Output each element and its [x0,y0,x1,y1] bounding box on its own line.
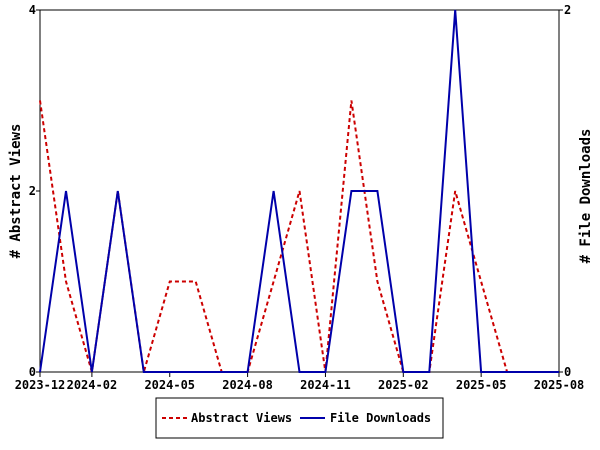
y-axis-right-title: # File Downloads [578,129,594,264]
series-line-file-downloads [39,9,559,373]
legend: Abstract Views File Downloads [155,397,444,439]
legend-label-abstract-views: Abstract Views [191,411,292,425]
x-axis: 2023-12 2024-02 2024-05 2024-08 2024-11 2025-… [15,372,585,392]
y-axis-left: 0 2 4 [29,3,40,379]
y-right-tick-label: 2 [564,3,571,17]
x-tick-label: 2025-02 [378,378,429,392]
legend-box [155,397,444,439]
y-axis-left-title: # Abstract Views [8,124,24,259]
x-tick-label: 2024-08 [222,378,273,392]
x-tick-label: 2024-02 [67,378,118,392]
y-left-tick-label: 0 [29,365,36,379]
y-right-tick-label: 0 [564,365,571,379]
y-axis-right: 02 [559,3,571,379]
y-left-tick-label: 2 [29,184,36,198]
x-tick-label: 2025-05 [456,378,507,392]
series-layer [39,9,559,373]
x-tick-label: 2023-12 [15,378,66,392]
x-tick-label: 2024-11 [300,378,351,392]
x-tick-label: 2025-08 [534,378,585,392]
x-tick-label: 2024-05 [144,378,195,392]
legend-label-file-downloads: File Downloads [330,411,431,425]
y-left-tick-label: 4 [29,3,36,17]
